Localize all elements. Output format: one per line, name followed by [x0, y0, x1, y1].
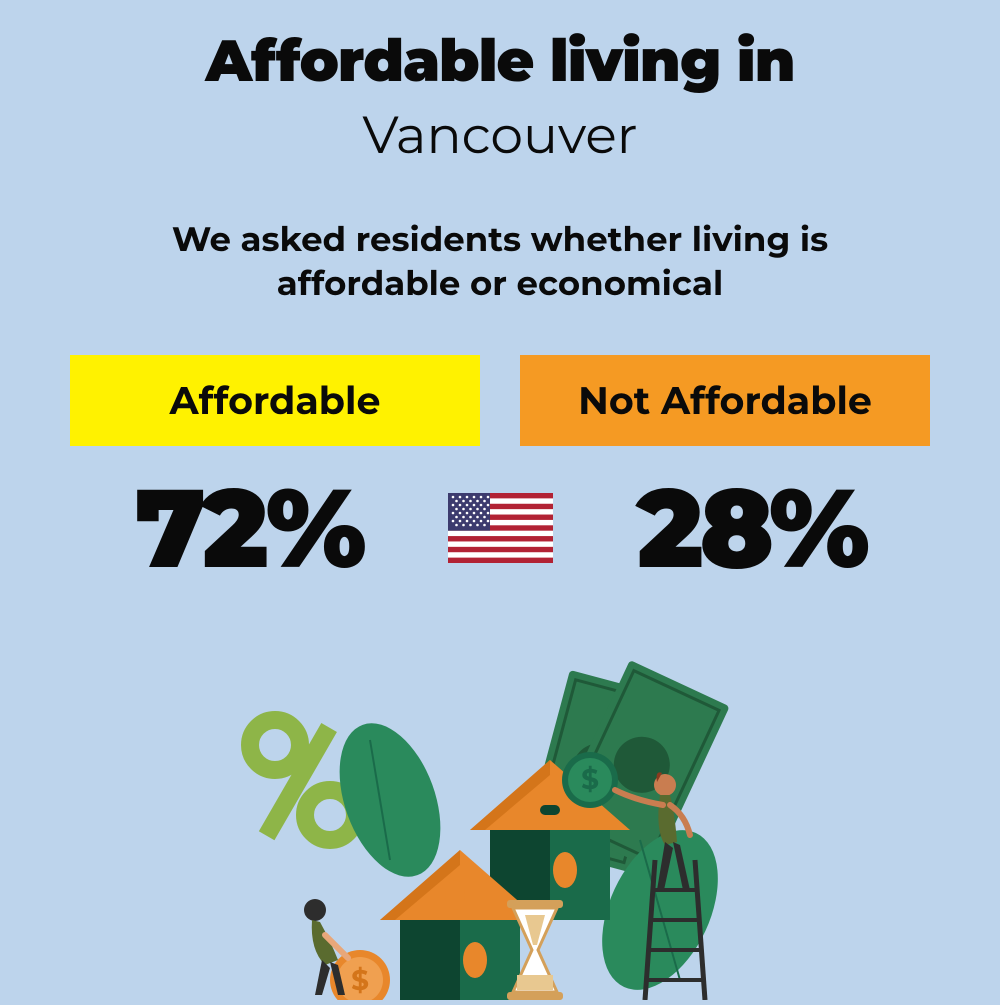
not-affordable-percent: 28%: [573, 461, 931, 595]
svg-text:$: $: [351, 964, 369, 998]
title-line1: Affordable living in: [0, 0, 1000, 96]
category-boxes-row: Affordable Not Affordable: [0, 355, 1000, 446]
usa-flag-icon: [448, 493, 553, 563]
affordable-box: Affordable: [70, 355, 480, 446]
svg-text:$: $: [581, 763, 599, 797]
affordable-percent: 72%: [70, 461, 428, 595]
person-pushing-coin-icon: $: [304, 899, 390, 1000]
percentages-row: 72% 28%: [0, 461, 1000, 595]
title-line2: Vancouver: [0, 104, 1000, 167]
dollar-coin-icon: $: [562, 752, 618, 808]
housing-illustration: $ $: [190, 660, 810, 1000]
percent-symbol-icon: [250, 720, 355, 840]
not-affordable-box: Not Affordable: [520, 355, 930, 446]
subtitle: We asked residents whether living is aff…: [0, 217, 1000, 305]
